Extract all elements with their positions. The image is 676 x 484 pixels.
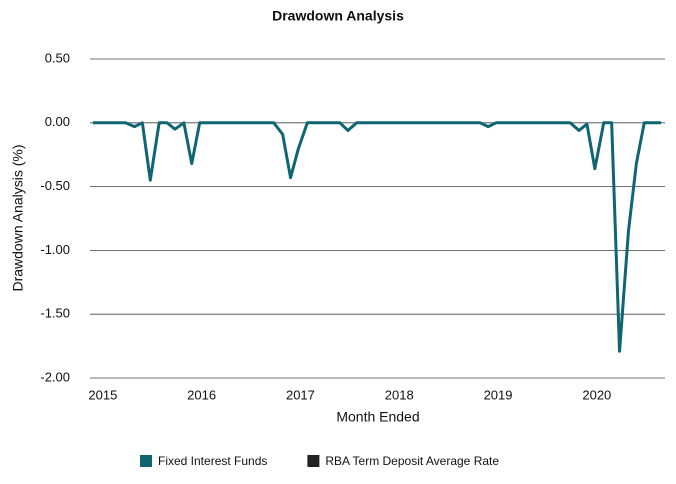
x-tick-label: 2020	[582, 387, 611, 402]
legend-label: Fixed Interest Funds	[158, 454, 267, 468]
y-tick-label: -2.00	[40, 369, 70, 384]
legend-swatch	[140, 455, 152, 467]
y-tick-label: -1.00	[40, 242, 70, 257]
series-line	[92, 121, 662, 353]
legend-swatch	[307, 455, 320, 467]
x-tick-label: 2019	[484, 387, 513, 402]
x-tick-label: 2018	[385, 387, 414, 402]
x-axis-title: Month Ended	[336, 409, 419, 425]
y-tick-label: 0.00	[45, 114, 70, 129]
x-tick-label: 2016	[187, 387, 216, 402]
y-tick-label: -1.50	[40, 306, 70, 321]
legend-label: RBA Term Deposit Average Rate	[325, 454, 499, 468]
y-tick-label: -0.50	[40, 178, 70, 193]
y-tick-label: 0.50	[45, 50, 70, 65]
x-tick-label: 2017	[286, 387, 315, 402]
chart-title: Drawdown Analysis	[272, 8, 404, 24]
y-axis-title: Drawdown Analysis (%)	[10, 144, 26, 291]
x-tick-label: 2015	[88, 387, 117, 402]
